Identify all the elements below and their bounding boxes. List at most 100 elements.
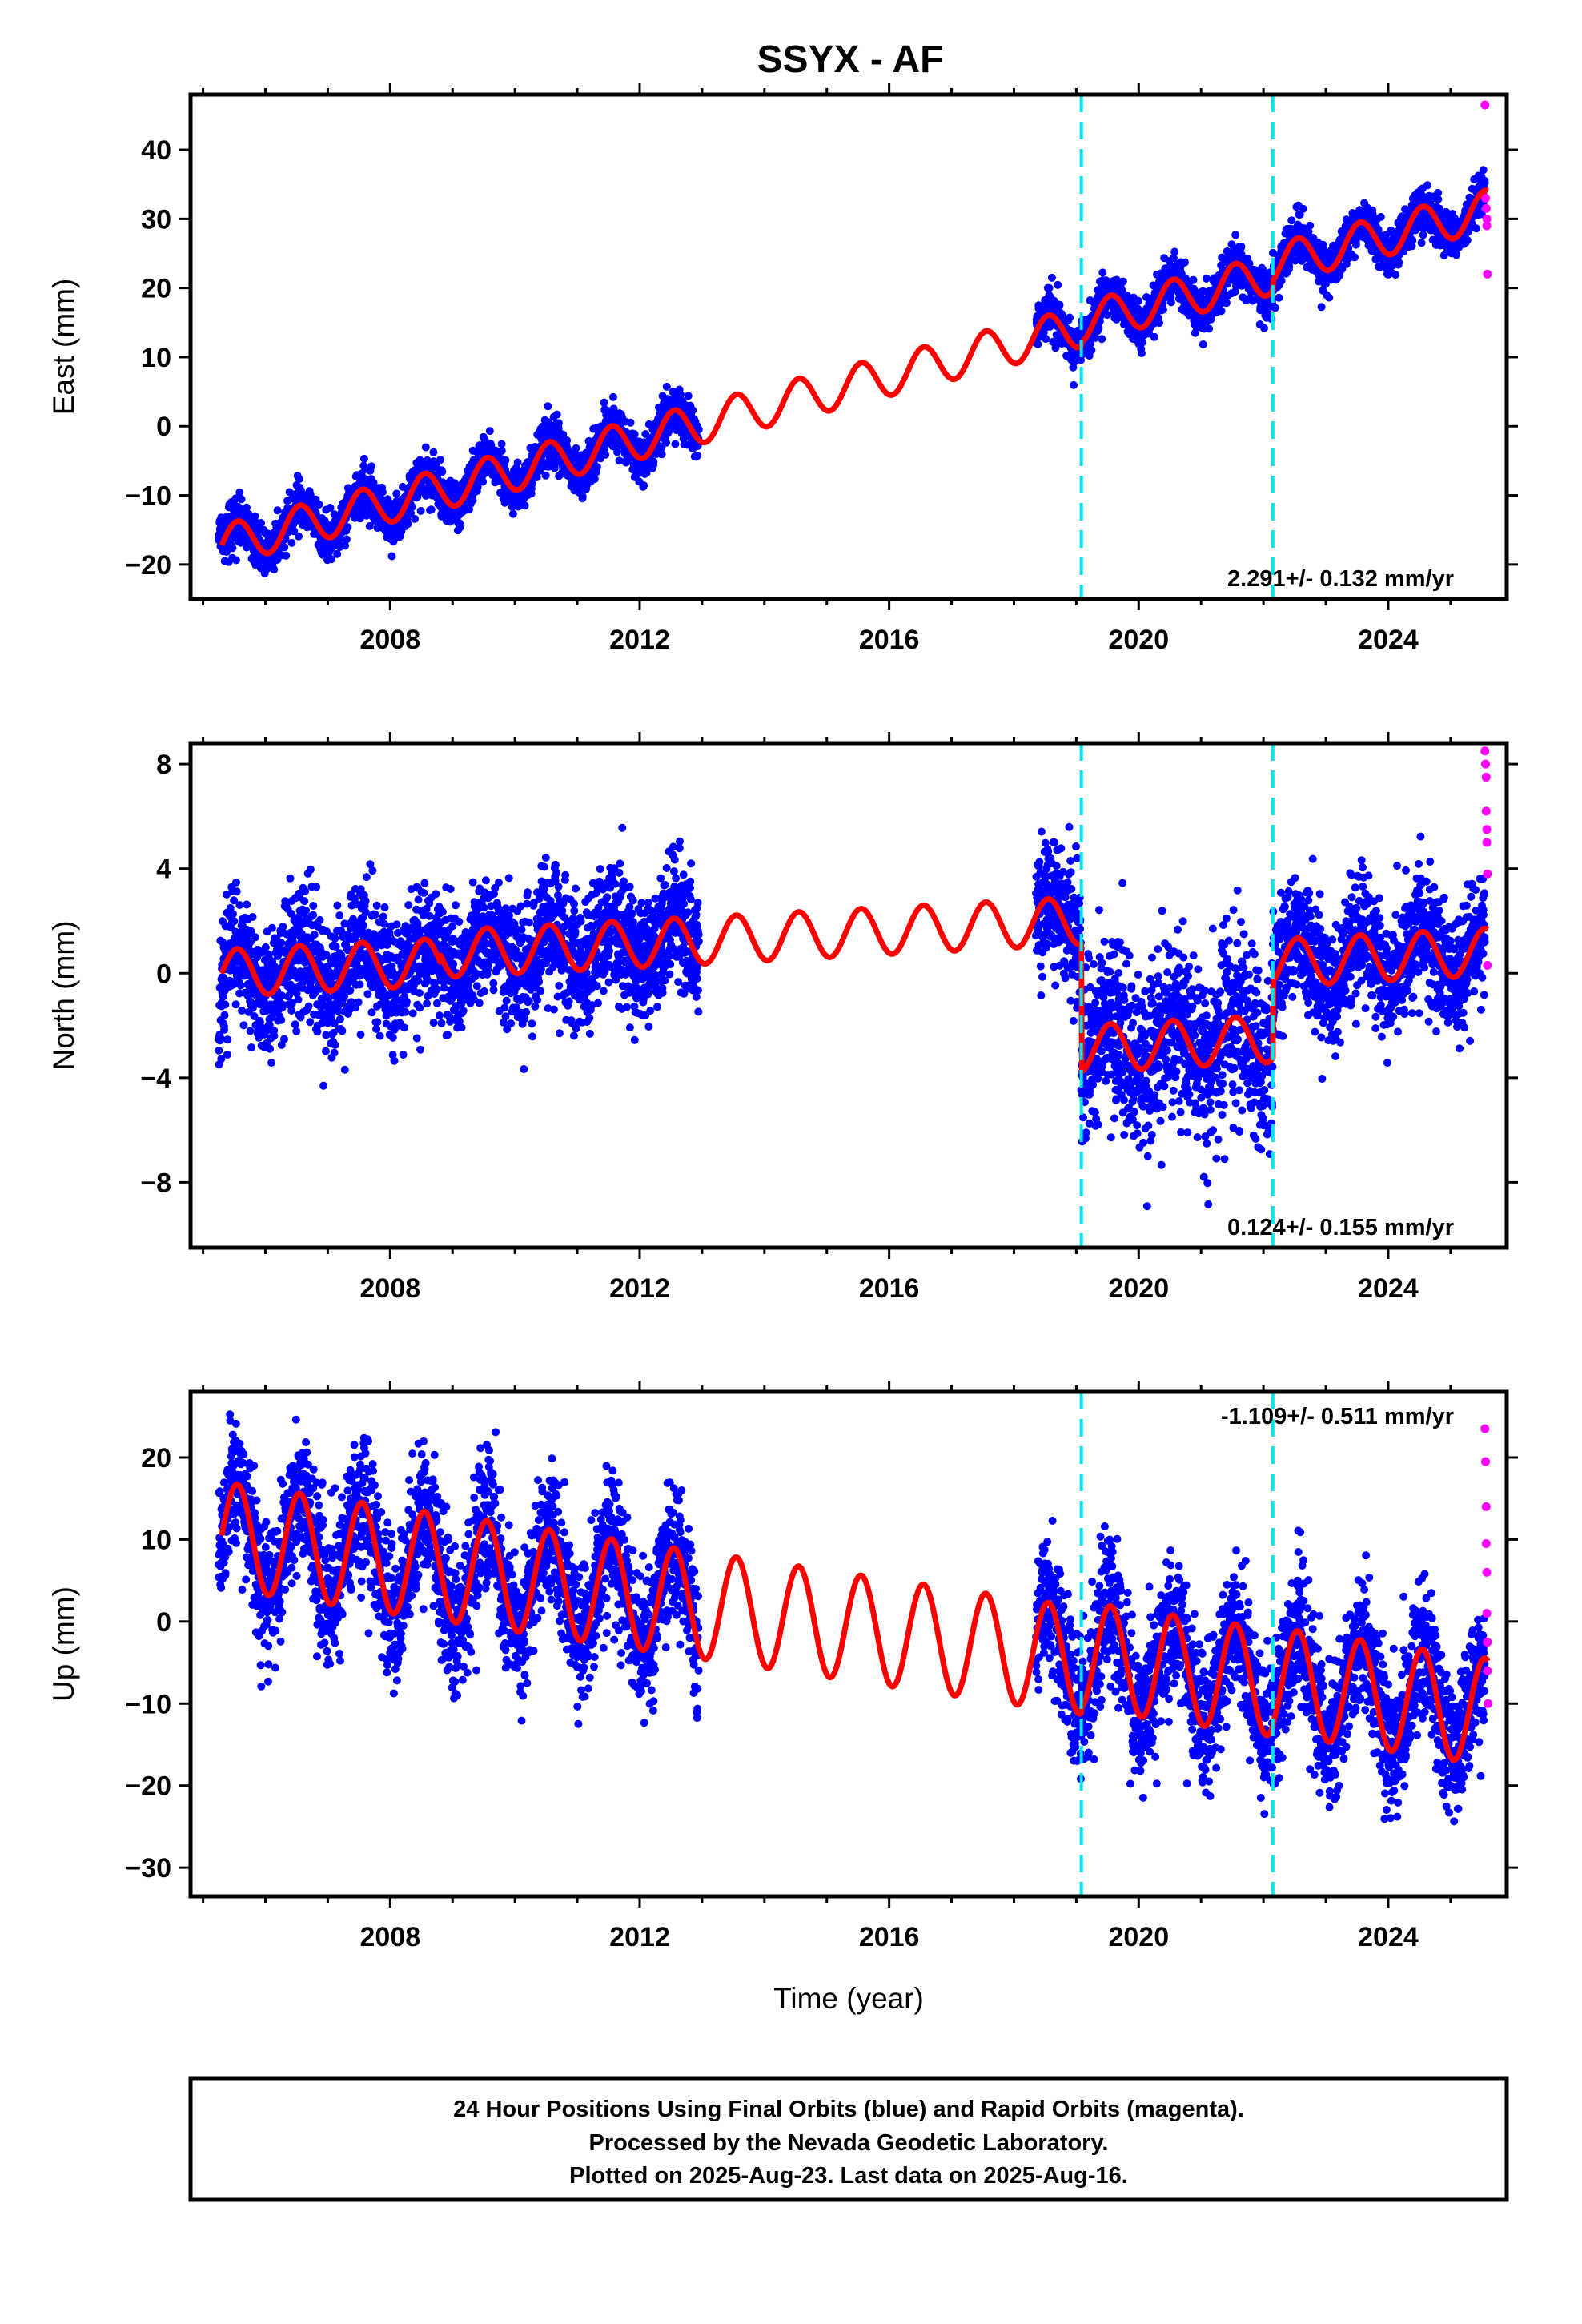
final-point xyxy=(1452,250,1461,259)
final-point xyxy=(626,418,635,427)
final-point xyxy=(532,473,541,481)
final-point xyxy=(600,398,608,407)
final-point xyxy=(1351,240,1360,249)
final-point xyxy=(1231,231,1240,239)
final-point xyxy=(601,450,610,459)
rapid-point xyxy=(1483,269,1492,279)
final-point xyxy=(1138,338,1147,347)
final-point xyxy=(421,443,430,452)
y-tick-label: 30 xyxy=(141,204,171,235)
east-rate-label: 2.291+/- 0.132 mm/yr xyxy=(1227,566,1454,592)
final-point xyxy=(592,463,601,471)
final-point xyxy=(528,480,536,488)
final-point xyxy=(1277,276,1286,285)
y-tick-label: 20 xyxy=(141,274,171,304)
final-point xyxy=(657,450,666,459)
final-point xyxy=(287,538,296,547)
final-point xyxy=(1423,181,1432,190)
final-point xyxy=(649,457,658,466)
final-point xyxy=(572,444,580,452)
final-point xyxy=(1299,204,1307,213)
x-tick-label: 2016 xyxy=(859,625,920,655)
final-point xyxy=(221,1000,230,1009)
x-tick-label: 2024 xyxy=(1358,625,1419,655)
final-point xyxy=(544,402,552,411)
rapid-point xyxy=(1481,203,1491,213)
final-point xyxy=(238,1007,247,1015)
final-point xyxy=(1319,240,1327,249)
final-point xyxy=(1472,224,1480,233)
final-point xyxy=(295,532,303,541)
final-point xyxy=(438,468,447,476)
final-point xyxy=(615,456,624,465)
final-point xyxy=(359,454,368,463)
rapid-point xyxy=(1482,221,1492,231)
final-point xyxy=(1306,221,1315,230)
final-point xyxy=(280,543,289,552)
final-point xyxy=(223,548,231,557)
final-point xyxy=(392,489,401,498)
final-point xyxy=(1237,243,1246,251)
final-point xyxy=(355,514,364,523)
final-point xyxy=(1055,300,1064,309)
final-point xyxy=(630,430,639,438)
final-point xyxy=(1439,251,1448,259)
final-point xyxy=(1051,344,1060,352)
final-point xyxy=(541,471,550,480)
final-point xyxy=(1118,277,1127,286)
panels: 2008 2012 2016 2020 2024−20−10010203040East … xyxy=(47,83,1518,2015)
final-point xyxy=(563,436,572,444)
final-point xyxy=(1351,253,1359,262)
final-point xyxy=(693,452,702,460)
final-point xyxy=(229,910,237,919)
final-point xyxy=(1134,296,1142,305)
final-point xyxy=(408,502,416,511)
final-point xyxy=(237,495,246,504)
final-point xyxy=(1275,293,1283,302)
final-point xyxy=(416,506,425,515)
final-point xyxy=(244,510,253,519)
final-point xyxy=(479,477,488,486)
final-point xyxy=(662,382,671,391)
final-point xyxy=(220,1011,229,1019)
final-point xyxy=(404,520,412,529)
rapid-point xyxy=(1480,100,1490,110)
final-point xyxy=(1094,324,1103,332)
final-point xyxy=(1317,303,1326,312)
final-point xyxy=(1217,307,1226,316)
final-point xyxy=(242,503,251,512)
final-point xyxy=(1391,271,1400,279)
final-point xyxy=(1138,349,1146,357)
final-point xyxy=(1408,236,1417,245)
final-point xyxy=(231,1000,240,1009)
final-point xyxy=(387,552,396,561)
final-point xyxy=(315,501,323,509)
north-final-points xyxy=(215,822,1489,1211)
final-point xyxy=(578,492,587,501)
final-point xyxy=(436,456,445,464)
final-point xyxy=(411,514,420,523)
final-point xyxy=(365,521,374,530)
final-point xyxy=(327,555,335,564)
final-point xyxy=(1042,335,1050,344)
final-point xyxy=(684,392,693,400)
final-point xyxy=(228,544,237,553)
final-point xyxy=(429,448,438,456)
final-point xyxy=(1034,340,1042,348)
final-point xyxy=(1158,305,1167,314)
final-point xyxy=(1098,335,1106,344)
final-point xyxy=(367,462,376,471)
final-point xyxy=(609,392,617,401)
y-tick-label: −20 xyxy=(125,550,171,581)
final-point xyxy=(1189,275,1198,284)
final-point xyxy=(1098,268,1107,277)
final-point xyxy=(1150,332,1158,341)
final-point xyxy=(1260,324,1268,332)
final-point xyxy=(612,448,621,456)
final-point xyxy=(342,535,351,544)
final-point xyxy=(1417,239,1426,247)
final-point xyxy=(223,1035,232,1044)
final-point xyxy=(1181,258,1189,267)
final-point xyxy=(640,481,648,490)
